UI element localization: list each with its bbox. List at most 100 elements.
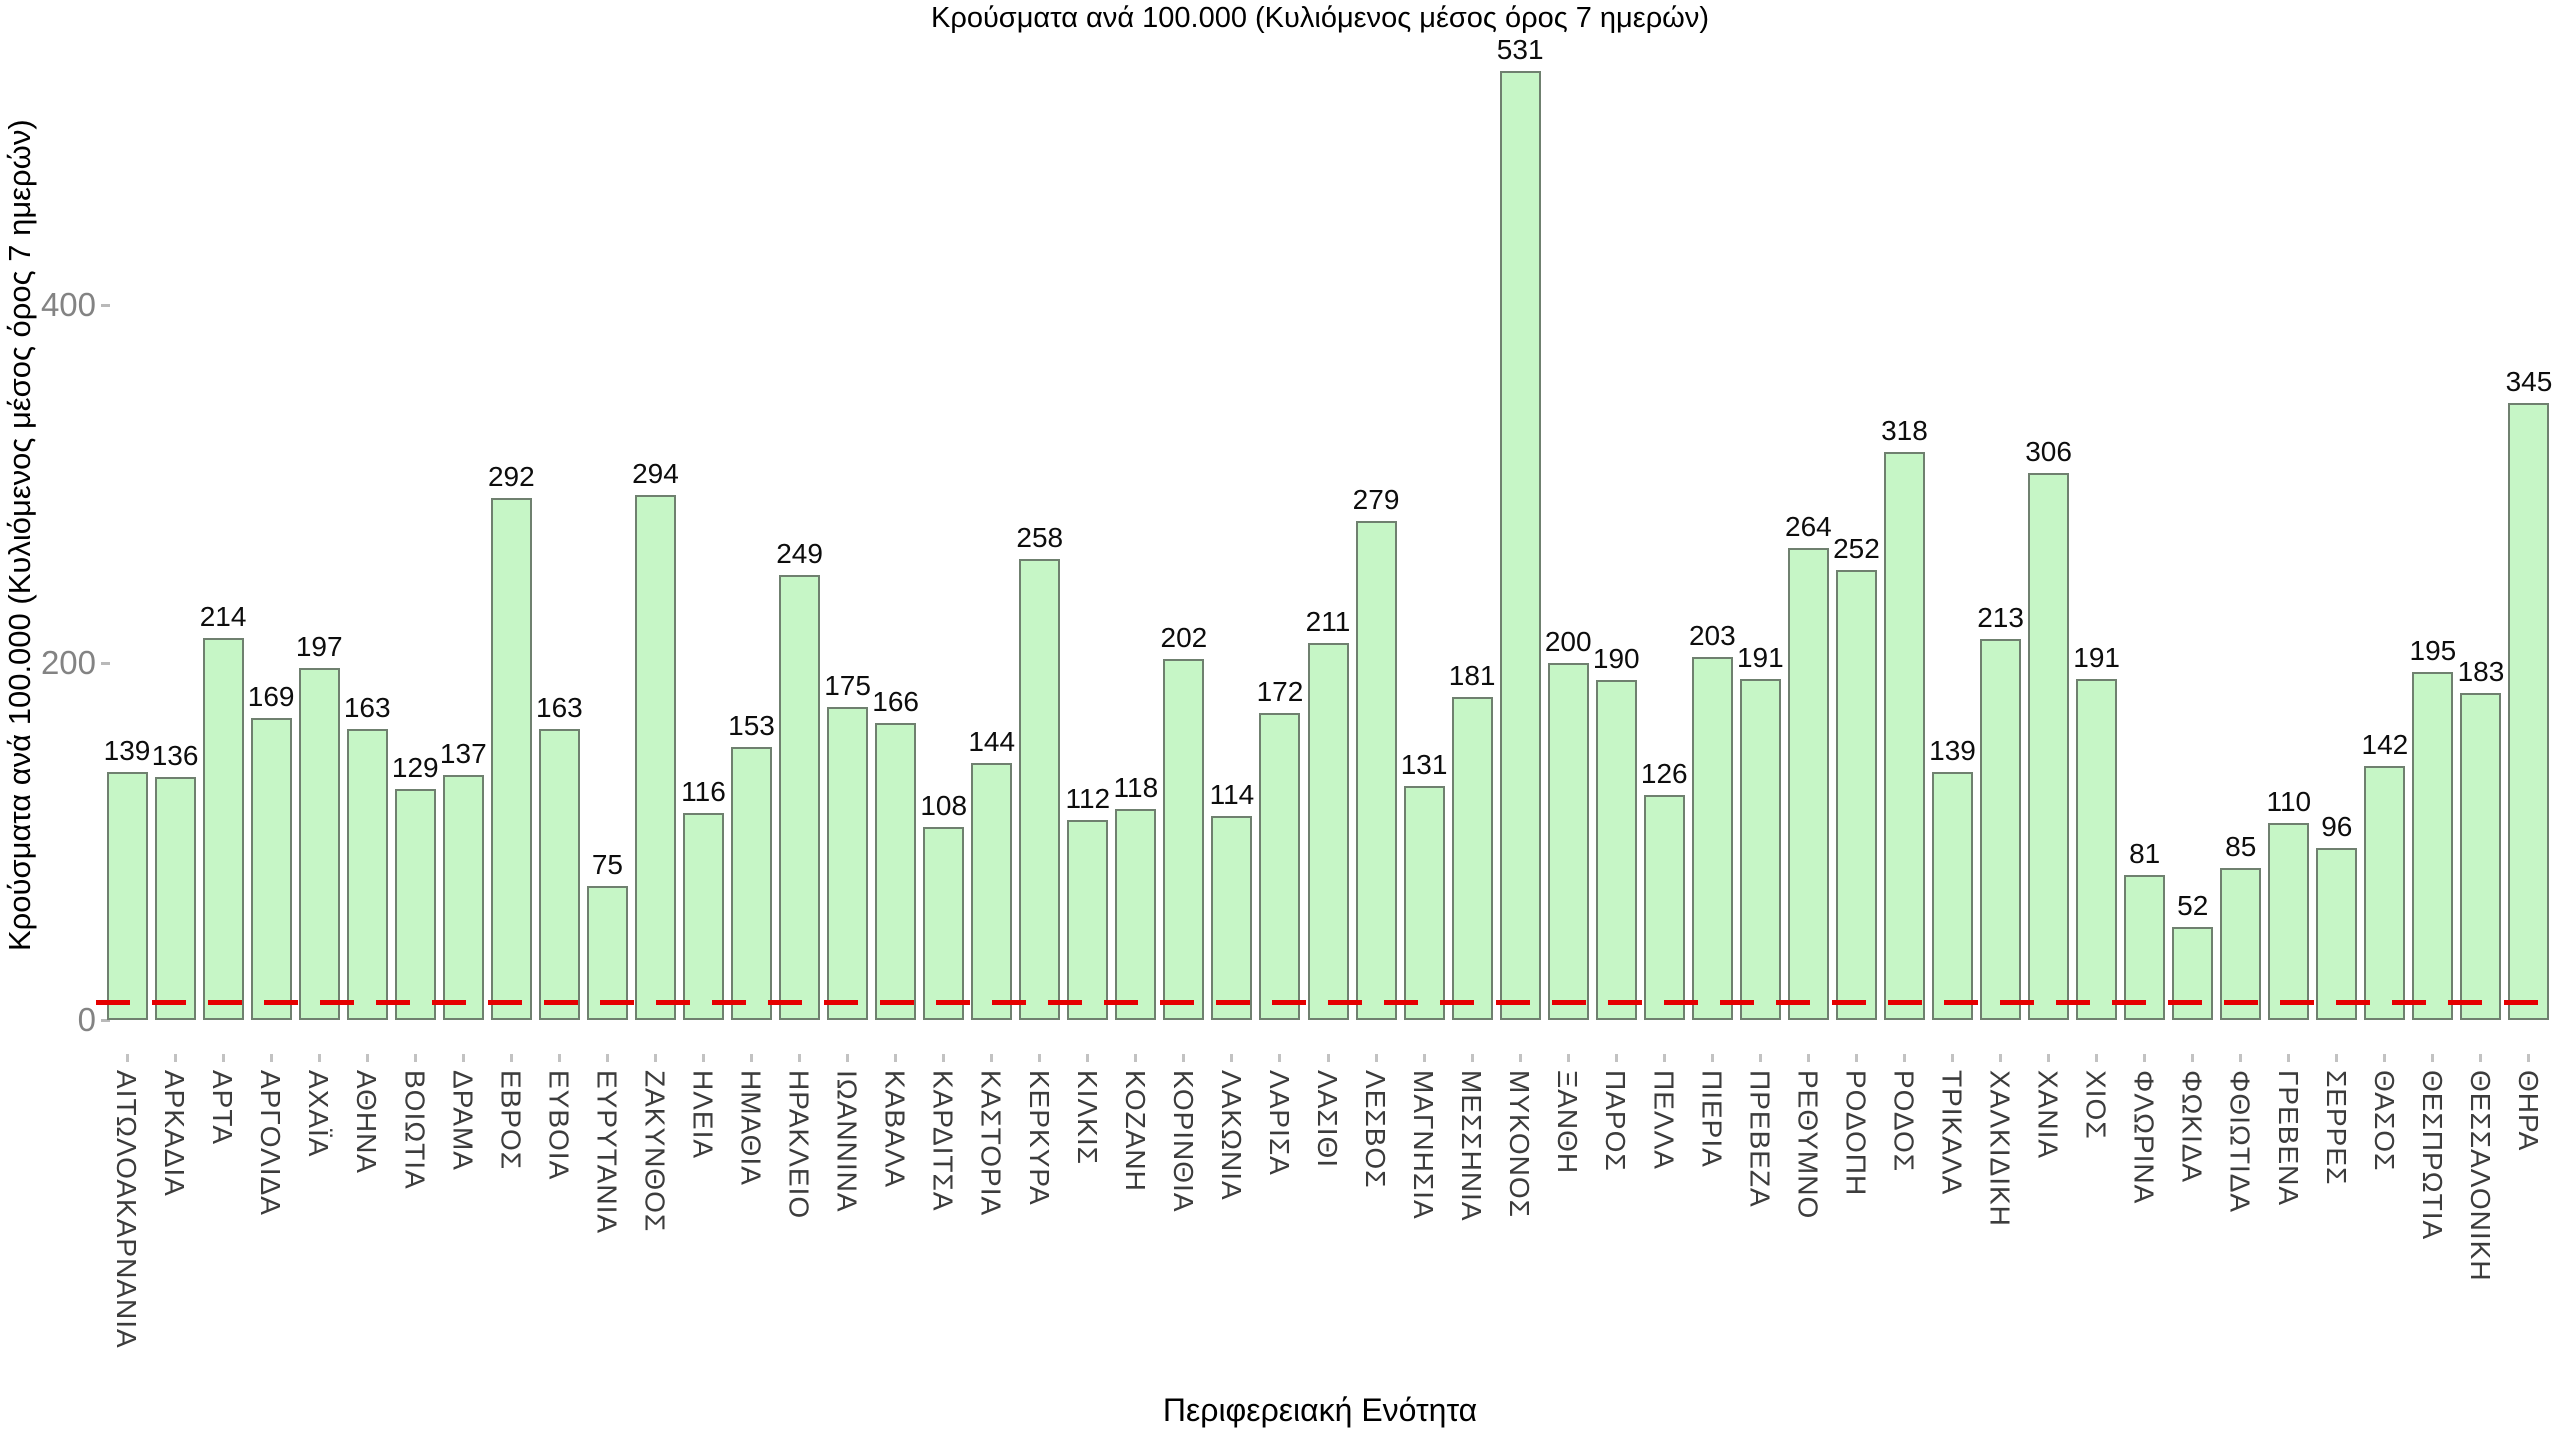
- bar-value-label: 114: [1209, 779, 1255, 811]
- bar: [2076, 678, 2118, 1020]
- bar-value-label: 214: [199, 600, 247, 632]
- bar: [971, 762, 1013, 1020]
- x-tick-label: ΑΡΓΟΛΙΔΑ: [255, 1070, 287, 1216]
- x-tick-mark: [1902, 1054, 1906, 1062]
- bar-value-label: 345: [2505, 366, 2553, 398]
- x-tick-label: ΡΟΔΟΠΗ: [1840, 1070, 1872, 1197]
- bar-value-label: 81: [2129, 838, 2161, 870]
- x-tick-label: ΘΑΣΟΣ: [2368, 1070, 2400, 1172]
- bar-value-label: 183: [2457, 655, 2505, 687]
- y-tick-label: 400: [40, 286, 96, 324]
- bar-value-label: 139: [103, 734, 151, 766]
- x-tick-mark: [1614, 1054, 1618, 1062]
- x-tick-label: ΕΥΒΟΙΑ: [543, 1070, 575, 1181]
- bar: [2172, 927, 2214, 1020]
- bar-value-label: 136: [151, 739, 199, 771]
- x-tick-mark: [2287, 1054, 2291, 1062]
- x-tick-mark: [1710, 1054, 1714, 1062]
- bar: [1595, 680, 1637, 1020]
- x-tick-label: ΦΩΚΙΔΑ: [2176, 1070, 2208, 1184]
- x-tick-label: ΦΛΩΡΙΝΑ: [2128, 1070, 2160, 1205]
- bar: [1547, 662, 1589, 1020]
- x-tick-mark: [798, 1054, 802, 1062]
- x-tick-mark: [1566, 1054, 1570, 1062]
- bar-value-label: 129: [391, 752, 439, 784]
- bar: [634, 494, 676, 1020]
- x-tick-mark: [1470, 1054, 1474, 1062]
- bar-value-label: 169: [247, 680, 295, 712]
- x-tick-label: ΚΙΛΚΙΣ: [1071, 1070, 1103, 1165]
- y-tick-mark: [101, 1019, 110, 1022]
- bar-value-label: 249: [776, 538, 823, 570]
- x-tick-label: ΡΟΔΟΣ: [1888, 1070, 1920, 1173]
- bar: [2364, 766, 2406, 1020]
- bar: [1835, 569, 1877, 1020]
- x-tick-mark: [990, 1054, 994, 1062]
- bar: [2460, 692, 2502, 1020]
- bar-value-label: 292: [487, 461, 535, 493]
- x-tick-label: ΗΡΑΚΛΕΙΟ: [783, 1070, 815, 1220]
- bar: [2508, 403, 2550, 1020]
- x-tick-label: ΞΑΝΘΗ: [1552, 1070, 1584, 1175]
- x-tick-mark: [317, 1054, 321, 1062]
- bar: [490, 498, 532, 1020]
- bar: [1691, 657, 1733, 1020]
- x-tick-label: ΕΥΡΥΤΑΝΙΑ: [591, 1070, 623, 1235]
- x-tick-label: ΜΥΚΟΝΟΣ: [1504, 1070, 1536, 1218]
- x-tick-mark: [1422, 1054, 1426, 1062]
- x-tick-mark: [125, 1054, 129, 1062]
- bar: [1643, 794, 1685, 1020]
- x-tick-mark: [2431, 1054, 2435, 1062]
- x-tick-label: ΠΕΛΛΑ: [1648, 1070, 1680, 1170]
- x-tick-label: ΜΑΓΝΗΣΙΑ: [1408, 1070, 1440, 1220]
- x-tick-mark: [1086, 1054, 1090, 1062]
- bar-value-label: 190: [1592, 643, 1640, 675]
- x-axis-title: Περιφερειακή Ενότητα: [1162, 1392, 1478, 1428]
- bar: [1980, 639, 2022, 1020]
- y-tick-label: 0: [77, 1001, 96, 1038]
- x-tick-mark: [1806, 1054, 1810, 1062]
- x-tick-label: ΠΑΡΟΣ: [1600, 1070, 1632, 1172]
- bar-value-label: 279: [1352, 484, 1400, 516]
- bar: [682, 812, 724, 1020]
- y-tick-mark: [101, 661, 110, 665]
- bar: [2412, 671, 2454, 1020]
- x-tick-mark: [2527, 1054, 2531, 1062]
- bar: [2124, 875, 2166, 1020]
- bar: [1211, 816, 1253, 1020]
- bar: [827, 707, 869, 1020]
- bar: [1307, 642, 1349, 1020]
- x-tick-label: ΚΑΣΤΟΡΙΑ: [975, 1070, 1007, 1217]
- x-tick-mark: [2191, 1054, 2195, 1062]
- bar-value-label: 306: [2025, 436, 2072, 468]
- bar-value-label: 258: [1016, 521, 1064, 553]
- bar: [346, 728, 388, 1020]
- x-tick-label: ΣΕΡΡΕΣ: [2320, 1070, 2352, 1186]
- x-tick-label: ΘΕΣΠΡΩΤΙΑ: [2416, 1070, 2448, 1241]
- x-tick-mark: [1999, 1054, 2003, 1062]
- bar-value-label: 195: [2409, 634, 2457, 666]
- x-tick-label: ΗΜΑΘΙΑ: [735, 1070, 767, 1186]
- bar-value-label: 200: [1544, 625, 1592, 657]
- bar-value-label: 163: [343, 691, 391, 723]
- x-tick-mark: [413, 1054, 417, 1062]
- x-tick-mark: [173, 1054, 177, 1062]
- x-tick-mark: [1038, 1054, 1042, 1062]
- x-tick-mark: [2383, 1054, 2387, 1062]
- bar-value-label: 175: [824, 670, 871, 702]
- x-tick-mark: [2047, 1054, 2051, 1062]
- bar: [586, 885, 628, 1020]
- x-tick-mark: [1854, 1054, 1858, 1062]
- x-tick-label: ΚΟΡΙΝΘΙΑ: [1167, 1070, 1199, 1213]
- x-tick-mark: [2095, 1054, 2099, 1062]
- bar-value-label: 203: [1688, 620, 1736, 652]
- x-tick-mark: [269, 1054, 273, 1062]
- x-tick-label: ΛΑΚΩΝΙΑ: [1215, 1070, 1247, 1201]
- x-tick-mark: [1182, 1054, 1186, 1062]
- bar-value-label: 163: [536, 691, 583, 723]
- x-tick-mark: [557, 1054, 561, 1062]
- bar: [2268, 823, 2310, 1020]
- x-tick-label: ΙΩΑΝΝΙΝΑ: [831, 1070, 863, 1213]
- x-tick-mark: [1134, 1054, 1138, 1062]
- x-tick-label: ΧΑΛΚΙΔΙΚΗ: [1984, 1070, 2016, 1227]
